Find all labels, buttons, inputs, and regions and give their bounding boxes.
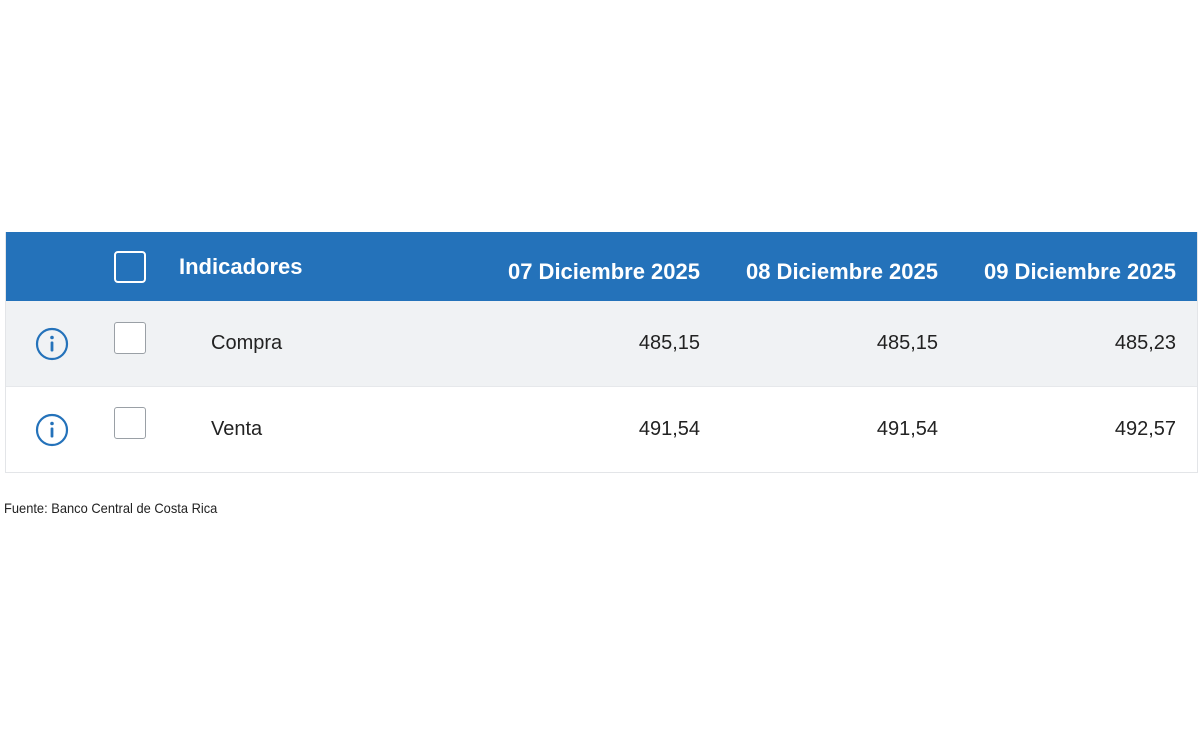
row-value-2: 485,15 [876,332,938,354]
row-name: Venta [211,418,263,440]
header-indicators: Indicadores [179,254,303,279]
row-checkbox-box[interactable] [114,322,146,354]
table-row: Compra 485,15 485,15 485,23 [6,301,1197,387]
header-date-2: 08 Diciembre 2025 [745,259,938,284]
source-note: Fuente: Banco Central de Costa Rica [4,500,218,516]
header-date-3: 09 Diciembre 2025 [983,259,1176,284]
row-value-1: 485,15 [638,332,700,354]
row-value-3: 492,57 [1114,418,1176,440]
row-value-3: 485,23 [1114,332,1176,354]
select-all-checkbox[interactable] [114,251,148,285]
row-value-2: 491,54 [876,418,938,440]
info-circle-icon[interactable] [34,326,70,362]
header-date-1: 07 Diciembre 2025 [507,259,700,284]
row-checkbox[interactable] [114,407,148,441]
indicators-table: Indicadores 07 Diciembre 2025 08 Diciemb… [5,232,1198,473]
info-circle-icon[interactable] [34,412,70,448]
row-checkbox[interactable] [114,322,148,356]
row-checkbox-box[interactable] [114,407,146,439]
table-row: Venta 491,54 491,54 492,57 [6,387,1197,472]
row-name: Compra [211,332,283,354]
table-header-row: Indicadores 07 Diciembre 2025 08 Diciemb… [6,232,1197,301]
select-all-checkbox-box[interactable] [114,251,146,283]
row-value-1: 491,54 [638,418,700,440]
